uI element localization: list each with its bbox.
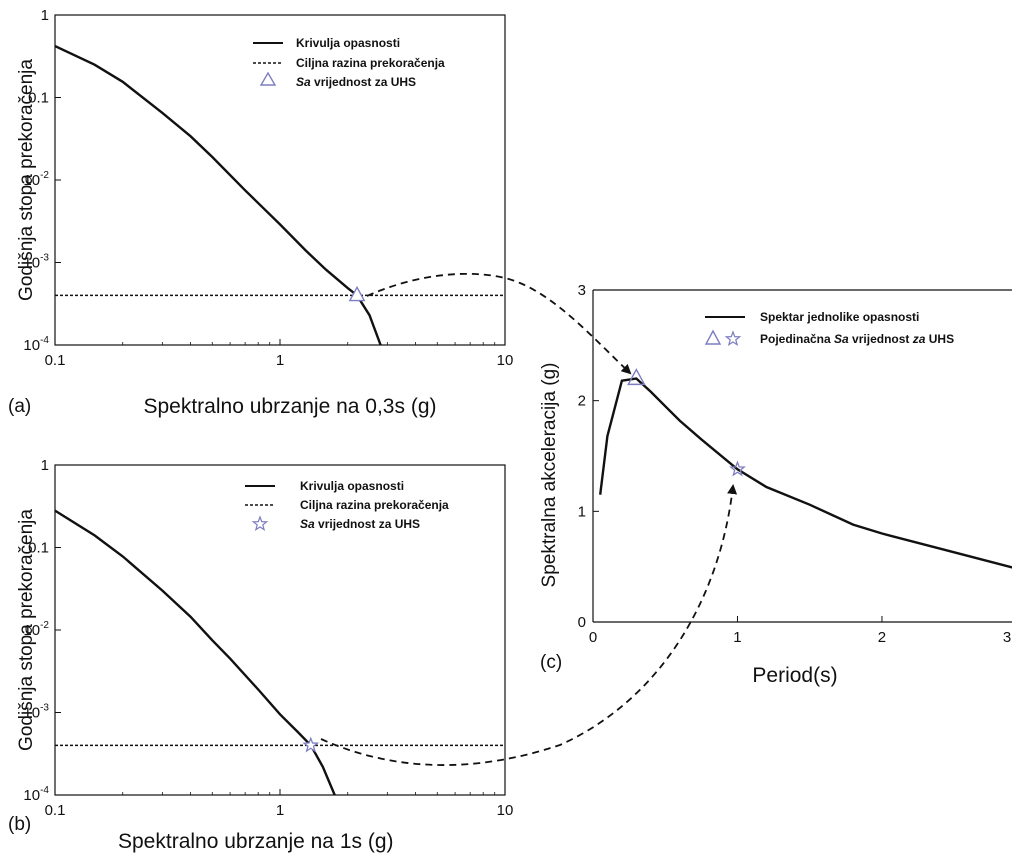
x-tick-label: 0 [589, 629, 597, 646]
tick-exponent: -3 [40, 253, 49, 264]
x-tick-label: 1 [276, 352, 284, 369]
legend-triangle-marker [259, 71, 277, 86]
uhs-point-triangle [627, 368, 646, 386]
y-tick-label: 10-4 [23, 335, 49, 354]
legend-points-label: Pojedinačna Sa vrijednost za UHS [760, 332, 954, 346]
chart-a-panel-label: (a) [8, 396, 31, 417]
x-tick-label: 10 [497, 802, 514, 819]
y-tick-label: 3 [578, 282, 586, 299]
y-tick-label: 10-2 [23, 170, 49, 189]
uhs-point [348, 285, 366, 302]
connectors [320, 272, 738, 766]
legend-uhs-label: Sa vrijednost za UHS [296, 75, 416, 89]
x-tick-label: 0.1 [45, 802, 66, 819]
chart-b-xlabel: Spektralno ubrzanje na 1s (g) [118, 830, 394, 853]
legend-star-marker [724, 330, 742, 347]
arrow-a-to-c [366, 272, 632, 375]
chart-a-xlabel: Spektralno ubrzanje na 0,3s (g) [143, 395, 436, 418]
legend-hazard-label: Krivulja opasnosti [296, 36, 400, 50]
tick-base: 10 [23, 172, 40, 189]
legend-target-label: Ciljna razina prekoračenja [300, 498, 449, 512]
legend-triangle-marker [704, 329, 722, 345]
x-tick-label: 1 [733, 629, 741, 646]
chart-b-ylabel: Godišnja stopa prekoračenja [16, 509, 37, 751]
legend-uhs-italic: Sa [296, 75, 311, 89]
legend-points-italic: Sa [834, 332, 849, 346]
chart-c-plot: 0 1 2 3 0 1 2 3 [578, 282, 1012, 646]
y-tick-label: 10-3 [23, 703, 49, 722]
legend-target-label: Ciljna razina prekoračenja [296, 56, 445, 70]
uhs-point [302, 736, 320, 753]
x-tick-label: 1 [276, 802, 284, 819]
tick-base: 10 [23, 787, 40, 804]
tick-base: 10 [23, 705, 40, 722]
legend-points-italic2: za [912, 332, 926, 346]
hazard-curve [54, 45, 382, 346]
y-tick-label: 0 [578, 614, 586, 631]
legend-uhs-rest: vrijednost za UHS [315, 517, 420, 531]
legend-star-marker [251, 515, 269, 532]
chart-c-panel-label: (c) [540, 652, 562, 673]
y-tick-label: 1 [578, 503, 586, 520]
x-tick-label: 3 [1003, 629, 1011, 646]
chart-c-ylabel: Spektralna akceleracija (g) [539, 363, 560, 588]
hazard-curve [54, 509, 336, 796]
y-tick-label: 1 [41, 457, 49, 474]
legend-hazard-label: Krivulja opasnosti [300, 479, 404, 493]
x-tick-label: 0.1 [45, 352, 66, 369]
tick-exponent: -4 [40, 335, 49, 346]
arrow-b-to-c [320, 484, 738, 766]
y-tick-label: 10-4 [23, 785, 49, 804]
tick-exponent: -2 [40, 620, 49, 631]
uhs-point-star [729, 460, 746, 477]
tick-base: 10 [23, 255, 40, 272]
legend-uhs-italic: Sa [300, 517, 315, 531]
chart-c: 0 1 2 3 0 1 2 3 Spektralna akceleracija (g) Per… [539, 282, 1012, 687]
tick-exponent: -2 [40, 170, 49, 181]
legend-uhs-label: Sa vrijednost za UHS [300, 517, 420, 531]
tick-exponent: -4 [40, 785, 49, 796]
legend-spectrum-label: Spektar jednolike opasnosti [760, 310, 919, 324]
legend-points-mid: vrijednost [849, 332, 913, 346]
legend-uhs-rest: vrijednost za UHS [311, 75, 416, 89]
y-tick-label: 2 [578, 393, 586, 410]
tick-base: 10 [23, 337, 40, 354]
legend-points-prefix: Pojedinačna [760, 332, 834, 346]
chart-a-legend: Krivulja opasnosti Ciljna razina prekora… [253, 36, 445, 89]
tick-exponent: -3 [40, 703, 49, 714]
chart-c-legend: Spektar jednolike opasnosti Pojedinačna … [704, 310, 954, 347]
y-tick-label: 10-2 [23, 620, 49, 639]
legend-points-rest: UHS [925, 332, 954, 346]
chart-a-ylabel: Godišnja stopa prekoračenja [16, 59, 37, 301]
y-tick-label: 0.1 [28, 540, 49, 557]
tick-base: 10 [23, 622, 40, 639]
x-tick-label: 2 [878, 629, 886, 646]
y-tick-label: 1 [41, 7, 49, 24]
uhs-curve [599, 377, 1012, 569]
chart-b-legend: Krivulja opasnosti Ciljna razina prekora… [245, 479, 449, 532]
y-tick-label: 0.1 [28, 90, 49, 107]
x-tick-label: 10 [497, 352, 514, 369]
chart-c-xlabel: Period(s) [752, 664, 837, 687]
chart-b-panel-label: (b) [8, 814, 31, 835]
y-tick-label: 10-3 [23, 253, 49, 272]
